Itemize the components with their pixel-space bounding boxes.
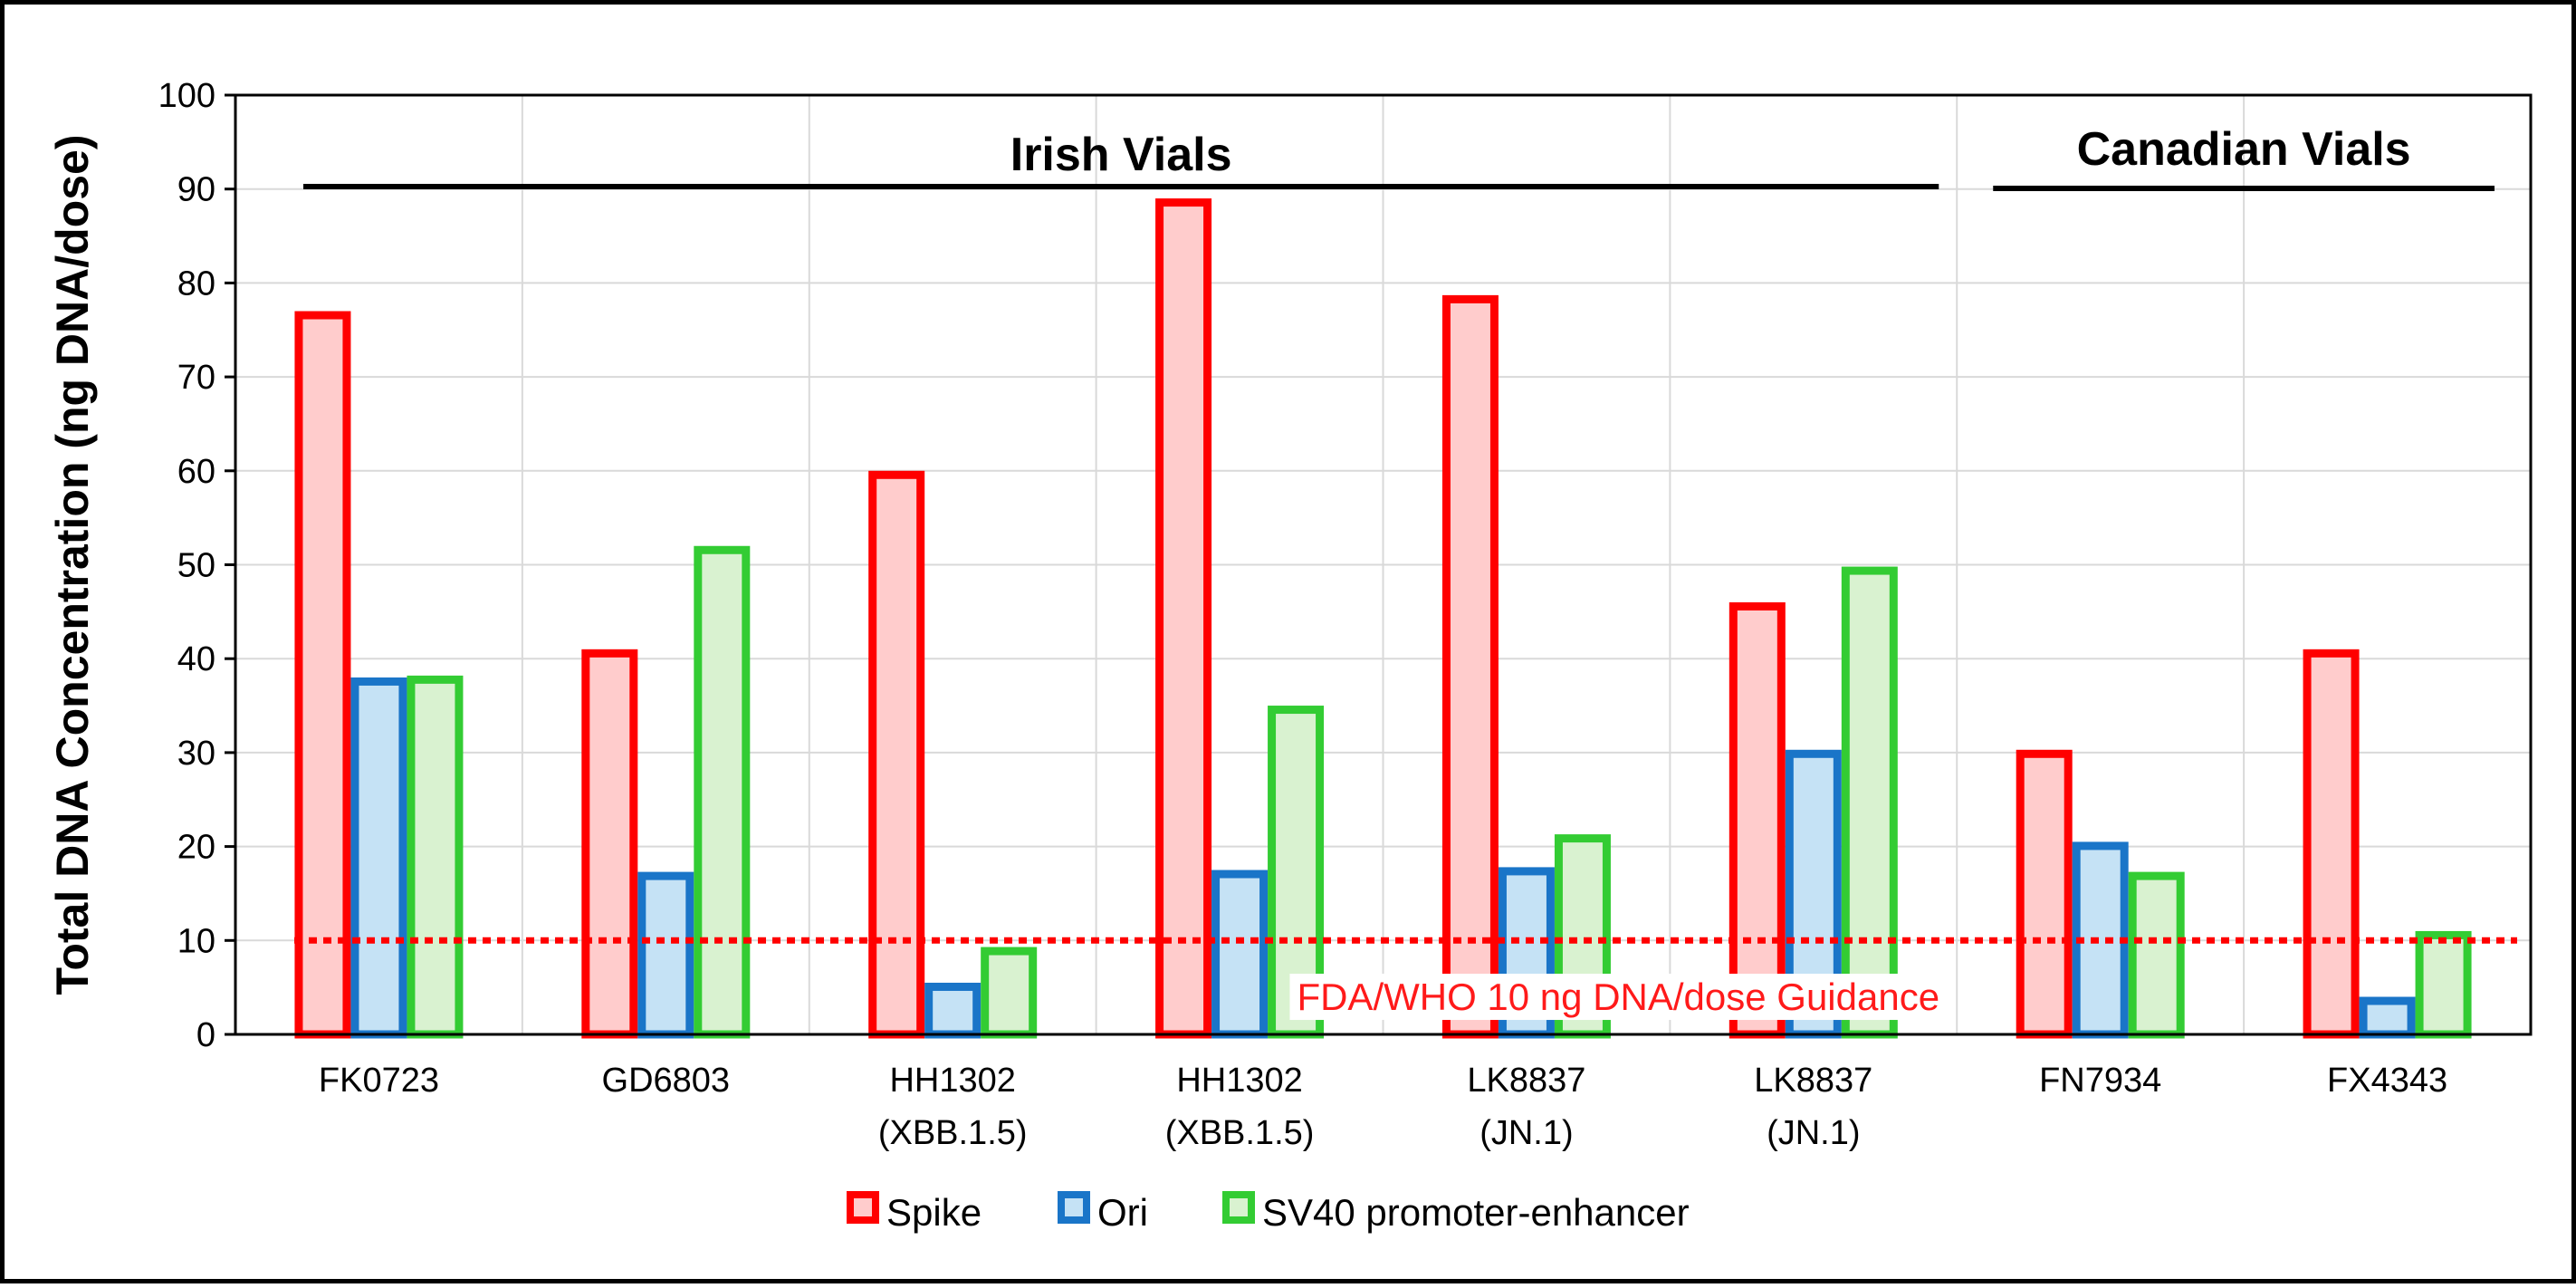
bar-spike-4: [1155, 198, 1212, 1039]
x-tick-label: FX4343: [2327, 1062, 2447, 1100]
x-tick-label: HH1302: [889, 1062, 1015, 1100]
y-tick-label: 80: [177, 264, 215, 303]
y-tick-label: 50: [177, 547, 215, 585]
bar-ori-1: [350, 677, 407, 1039]
group-label: Irish Vials: [1010, 129, 1232, 181]
bar-chart: FDA/WHO 10 ng DNA/dose Guidance 0 10 20 30 40…: [47, 77, 2533, 1234]
x-tick-label: (JN.1): [1767, 1114, 1860, 1152]
bar-sv40-promoter-enhancer-2: [694, 545, 751, 1039]
y-tick-label: 10: [177, 922, 215, 960]
x-tick-label: FN7934: [2039, 1062, 2161, 1100]
axes: [225, 93, 2533, 1036]
y-tick-label: 100: [158, 77, 215, 115]
bar-spike-2: [581, 649, 638, 1039]
x-tick-label: HH1302: [1176, 1062, 1302, 1100]
y-tick-label: 90: [177, 171, 215, 209]
legend-swatch-sv40-promoter-enhancer: [1222, 1191, 1255, 1224]
legend-swatch-spike: [847, 1191, 879, 1224]
bar-ori-4: [1211, 870, 1269, 1039]
bar-spike-8: [2303, 649, 2360, 1039]
x-tick-label: GD6803: [602, 1062, 731, 1100]
x-tick-label: LK8837: [1754, 1062, 1872, 1100]
bar-sv40-promoter-enhancer-6: [1841, 566, 1898, 1039]
y-tick-label: 30: [177, 735, 215, 773]
y-tick-label: 70: [177, 359, 215, 397]
y-axis-title: Total DNA Concentration (ng DNA/dose): [47, 135, 98, 995]
legend: Spike Ori SV40 promoter-enhancer: [847, 1191, 1690, 1234]
bar-spike-1: [294, 311, 351, 1039]
bar-spike-3: [868, 470, 925, 1039]
bar-spike-6: [1729, 601, 1786, 1039]
grid-lines: [235, 94, 2531, 1035]
x-tick-label: FK0723: [319, 1062, 439, 1100]
bar-spike-7: [2016, 749, 2073, 1039]
y-tick-label: 20: [177, 829, 215, 867]
group-label: Canadian Vials: [2077, 123, 2411, 176]
y-tick-label: 60: [177, 453, 215, 491]
x-tick-label: (XBB.1.5): [878, 1114, 1028, 1152]
y-tick-label: 40: [177, 640, 215, 678]
bar-sv40-promoter-enhancer-3: [981, 947, 1038, 1039]
legend-label: Spike: [886, 1191, 982, 1234]
bar-ori-8: [2359, 996, 2416, 1039]
bar-spike-5: [1441, 294, 1499, 1039]
x-tick-label: (XBB.1.5): [1165, 1114, 1315, 1152]
legend-label: SV40 promoter-enhancer: [1262, 1191, 1690, 1234]
bar-sv40-promoter-enhancer-8: [2415, 930, 2472, 1039]
bar-ori-3: [924, 982, 982, 1039]
guidance-label-background: [1289, 974, 1948, 1021]
legend-swatch-ori: [1058, 1191, 1090, 1224]
labels: FDA/WHO 10 ng DNA/dose Guidance 0 10 20 30 40…: [47, 77, 2495, 1152]
legend-label: Ori: [1097, 1191, 1148, 1234]
x-tick-label: (JN.1): [1480, 1114, 1573, 1152]
guidance-label: FDA/WHO 10 ng DNA/dose Guidance: [1297, 976, 1939, 1018]
x-tick-label: LK8837: [1467, 1062, 1585, 1100]
bar-sv40-promoter-enhancer-7: [2128, 871, 2185, 1039]
y-tick-label: 0: [196, 1016, 215, 1054]
bar-sv40-promoter-enhancer-1: [407, 675, 464, 1039]
bar-ori-2: [637, 871, 694, 1039]
